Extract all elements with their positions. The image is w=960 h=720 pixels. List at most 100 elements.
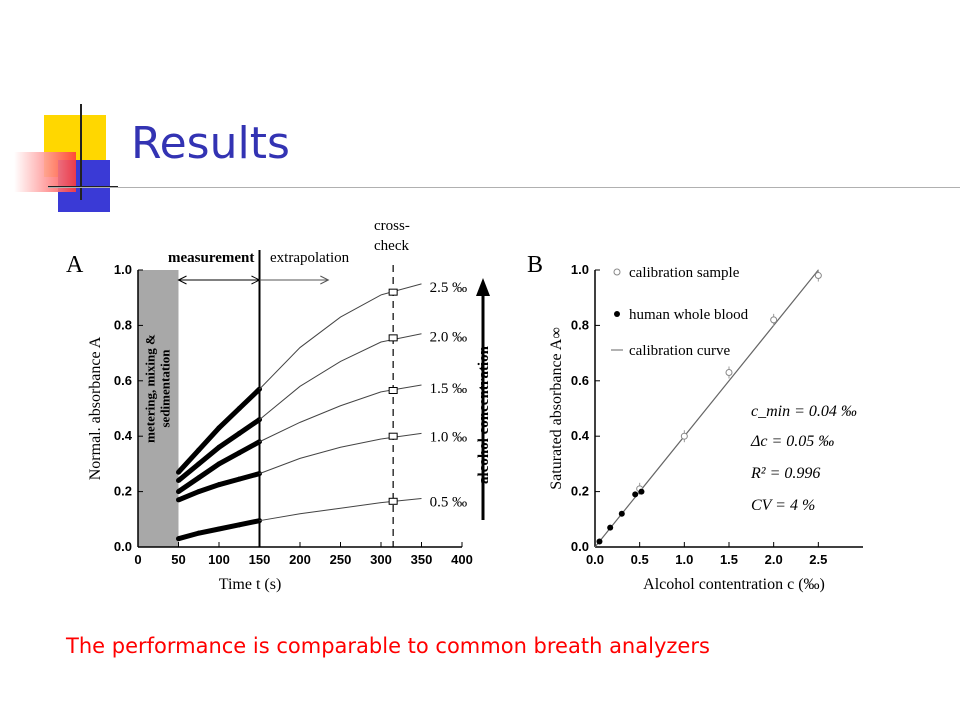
- x-tick-label: 350: [411, 552, 433, 567]
- data-point: [176, 478, 181, 484]
- shaded-label-line: sedimentation: [157, 349, 172, 428]
- whole-blood-point: [638, 488, 645, 495]
- y-tick-label: 0.0: [114, 539, 132, 554]
- y-tick-label: 0.6: [571, 373, 589, 388]
- data-point: [216, 444, 222, 450]
- data-point: [196, 475, 202, 481]
- whole-blood-point: [618, 510, 625, 517]
- y-axis-label: Saturated absorbance A∞: [548, 327, 565, 489]
- crosscheck-marker: [388, 334, 398, 342]
- annotation-crosscheck: check: [374, 238, 409, 254]
- data-point: [216, 526, 222, 532]
- legend-marker-sample: [613, 268, 621, 276]
- y-tick-label: 0.8: [571, 317, 589, 332]
- stat-label: CV = 4 %: [751, 497, 815, 514]
- y-tick-label: 0.4: [571, 428, 590, 443]
- whole-blood-point: [596, 538, 603, 545]
- y-tick-label: 0.2: [114, 484, 132, 499]
- data-point: [196, 447, 202, 453]
- annotation-measurement: measurement: [168, 250, 254, 266]
- stat-label: c_min = 0.04 ‰: [751, 403, 857, 420]
- data-point: [176, 497, 181, 503]
- series-label: 0.5 ‰: [430, 495, 468, 511]
- data-point: [176, 469, 181, 475]
- x-tick-label: 200: [289, 552, 311, 567]
- legend-label: human whole blood: [629, 307, 749, 323]
- y-tick-label: 0.8: [114, 317, 132, 332]
- series-label: 2.5 ‰: [430, 280, 468, 296]
- chart-b: 0.0 0.5 1.0 1.5 2.0 2.5 0.0 0.2 0.4 0.6 0.8 1.0 B Alc…: [527, 252, 863, 593]
- x-tick-label: 100: [208, 552, 230, 567]
- calibration-sample-point: [725, 368, 733, 376]
- calibration-curve: [594, 269, 819, 548]
- shaded-region-label: metering, mixing &sedimentation: [142, 334, 172, 443]
- series-label: 1.0 ‰: [430, 429, 468, 445]
- x-tick-label: 2.0: [765, 552, 783, 567]
- data-point: [196, 530, 202, 536]
- annotation-extrapolation: extrapolation: [270, 250, 350, 266]
- calibration-sample-point: [814, 272, 822, 280]
- data-point: [236, 430, 242, 436]
- whole-blood-point: [632, 491, 639, 498]
- x-tick-label: 1.5: [720, 552, 738, 567]
- data-point: [236, 522, 242, 528]
- stat-label: Δc = 0.05 ‰: [750, 433, 834, 450]
- series-label: 1.5 ‰: [430, 381, 468, 397]
- x-tick-label: 0.0: [586, 552, 604, 567]
- slide-caption: The performance is comparable to common …: [66, 634, 710, 658]
- chart-a: metering, mixing &sedimentation 0 50 100 150…: [66, 218, 492, 593]
- whole-blood-point: [607, 524, 614, 531]
- arrow-head: [320, 275, 330, 285]
- shaded-label-line: metering, mixing &: [142, 334, 157, 443]
- legend-label: calibration curve: [629, 343, 731, 359]
- x-tick-label: 250: [330, 552, 352, 567]
- y-tick-label: 0.2: [571, 484, 589, 499]
- crosscheck-marker: [388, 288, 398, 296]
- y-tick-label: 1.0: [571, 262, 589, 277]
- legend-marker-blood: [614, 311, 620, 317]
- concentration-arrow-head: [476, 278, 490, 296]
- x-tick-label: 1.0: [675, 552, 693, 567]
- x-tick-label: 300: [370, 552, 392, 567]
- y-tick-label: 0.6: [114, 373, 132, 388]
- y-tick-label: 0.0: [571, 539, 589, 554]
- data-point: [216, 482, 222, 488]
- title-divider: [48, 187, 960, 188]
- data-point: [196, 461, 202, 467]
- vertical-line-decoration: [80, 104, 82, 200]
- crosscheck-marker: [388, 432, 398, 440]
- annotation-alcohol-concentration: alcohol concentration: [476, 345, 492, 484]
- data-point: [196, 489, 202, 495]
- panel-label-a: A: [66, 252, 84, 278]
- x-tick-label: 400: [451, 552, 473, 567]
- red-square-decoration: [14, 152, 76, 192]
- y-tick-label: 0.4: [114, 428, 133, 443]
- x-tick-label: 50: [171, 552, 185, 567]
- stat-label: R² = 0.996: [750, 465, 820, 482]
- data-point: [216, 461, 222, 467]
- arrow-head: [177, 275, 187, 285]
- legend-label: calibration sample: [629, 265, 740, 281]
- annotation-crosscheck: cross-: [374, 218, 410, 234]
- data-point: [216, 425, 222, 431]
- x-axis-label: Time t (s): [219, 576, 282, 593]
- series-fit-3: [259, 333, 422, 420]
- x-tick-label: 150: [249, 552, 271, 567]
- y-axis-label: Normal. absorbance A: [87, 336, 104, 480]
- crosscheck-marker: [388, 497, 398, 505]
- data-point: [176, 489, 181, 495]
- slide-title: Results: [131, 118, 290, 169]
- y-tick-label: 1.0: [114, 262, 132, 277]
- crosscheck-marker: [388, 386, 398, 394]
- data-point: [236, 450, 242, 456]
- data-point: [176, 536, 181, 542]
- calibration-sample-point: [770, 316, 778, 324]
- x-tick-label: 2.5: [809, 552, 827, 567]
- shaded-region: [138, 270, 179, 547]
- calibration-sample-point: [680, 432, 688, 440]
- series-label: 2.0 ‰: [430, 330, 468, 346]
- x-tick-label: 0: [134, 552, 141, 567]
- data-point: [236, 406, 242, 411]
- x-tick-label: 0.5: [631, 552, 649, 567]
- data-point: [236, 476, 242, 482]
